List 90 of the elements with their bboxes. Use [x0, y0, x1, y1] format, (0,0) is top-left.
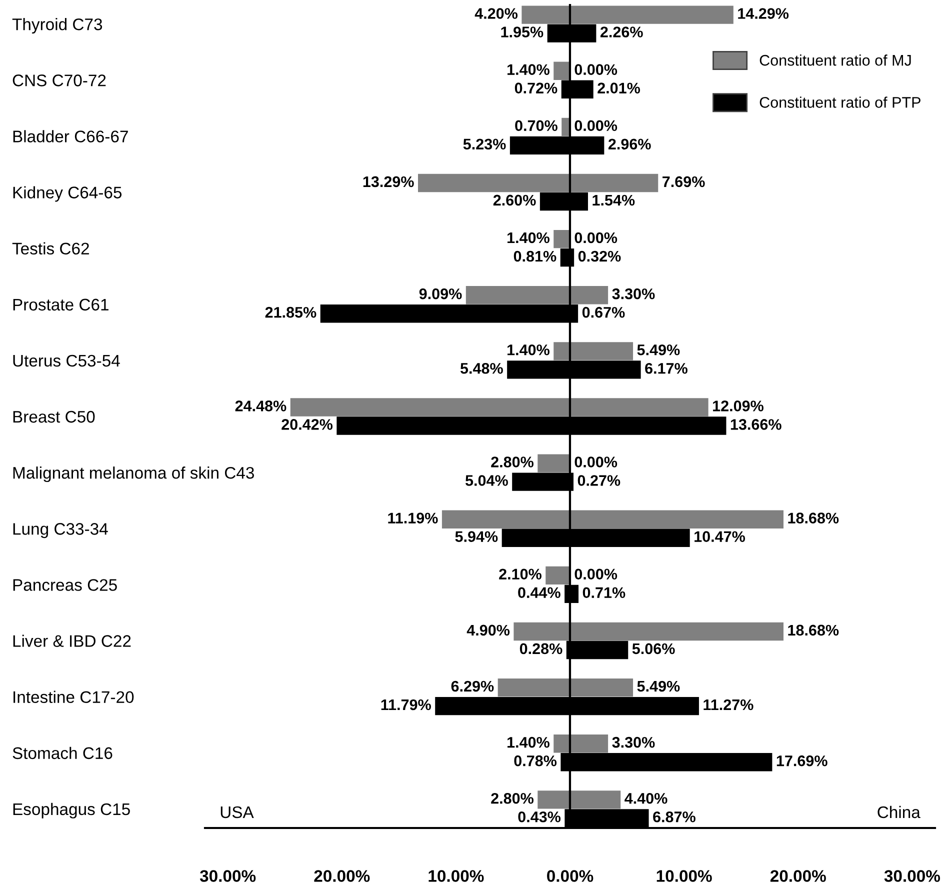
data-label: 0.67%	[582, 306, 625, 318]
y-tick-label: Liver & IBD C22	[13, 634, 131, 647]
y-tick-label: Kidney C64-65	[13, 186, 122, 202]
y-tick-label: Malignant melanoma of skin C43	[13, 466, 254, 482]
x-tick-label: 0.00%	[547, 870, 594, 882]
data-label: 13.66%	[730, 419, 782, 430]
data-label: 4.20%	[474, 8, 518, 19]
data-label: 5.04%	[466, 475, 508, 486]
legend-label: Constituent ratio of MJ	[760, 54, 911, 66]
data-label: 2.10%	[499, 568, 542, 580]
data-label: 0.00%	[574, 456, 618, 468]
y-tick-label: Testis C62	[12, 242, 89, 255]
data-label: 0.81%	[514, 250, 556, 262]
data-label: 10.47%	[694, 531, 746, 542]
bar	[538, 454, 570, 472]
data-label: 0.44%	[518, 587, 560, 598]
y-tick-label: Bladder C66-67	[13, 130, 128, 142]
data-label: 2.01%	[598, 82, 640, 94]
data-label: 0.27%	[578, 475, 620, 486]
data-label: 24.48%	[235, 400, 286, 412]
data-label: 21.85%	[265, 306, 316, 318]
data-label: 2.96%	[608, 138, 651, 150]
data-label: 0.00%	[574, 64, 618, 75]
data-label: 0.28%	[520, 643, 562, 654]
data-label: 5.48%	[460, 362, 503, 374]
data-label: 0.43%	[518, 811, 561, 822]
data-label: 14.29%	[738, 8, 789, 19]
data-label: 0.00%	[574, 232, 618, 244]
bar	[554, 230, 570, 248]
data-label: 9.09%	[419, 288, 462, 300]
data-label: 0.70%	[515, 120, 558, 132]
x-tick-label: 20.00%	[314, 870, 370, 882]
data-label: 6.87%	[653, 811, 696, 822]
y-tick-label: CNS C70-72	[12, 74, 106, 86]
data-label: 5.06%	[632, 643, 675, 654]
data-label: 5.49%	[637, 680, 680, 692]
annotation: USA	[220, 806, 254, 818]
y-tick-label: Pancreas C25	[13, 579, 117, 591]
data-label: 2.80%	[491, 456, 534, 468]
legend-label: Constituent ratio of PTP	[760, 96, 920, 108]
x-tick-label: 30.00%	[884, 870, 940, 882]
annotation: China	[878, 806, 920, 818]
data-label: 13.29%	[363, 176, 414, 188]
y-tick-label: Esophagus C15	[13, 802, 130, 818]
data-label: 4.40%	[624, 792, 668, 804]
y-tick-label: Prostate C61	[13, 298, 108, 311]
data-label: 4.90%	[466, 624, 510, 636]
y-tick-label: Uterus C53-54	[13, 354, 120, 367]
y-tick-label: Thyroid C73	[12, 18, 102, 34]
data-label: 3.30%	[612, 736, 655, 748]
data-label: 11.79%	[381, 699, 431, 710]
data-label: 7.69%	[662, 176, 705, 188]
data-label: 1.40%	[508, 64, 550, 75]
y-tick-label: Breast C50	[13, 410, 95, 423]
data-label: 5.49%	[637, 344, 680, 356]
data-label: 0.00%	[574, 120, 618, 132]
data-label: 2.80%	[491, 792, 534, 804]
data-label: 5.23%	[463, 138, 506, 150]
x-tick-label: 10.00%	[428, 870, 484, 882]
data-label: 0.72%	[514, 82, 558, 94]
data-label: 1.95%	[501, 26, 544, 38]
bar	[546, 566, 570, 585]
data-label: 5.94%	[455, 531, 498, 542]
data-label: 11.27%	[704, 699, 754, 710]
data-label: 1.40%	[508, 344, 550, 356]
data-label: 0.78%	[514, 755, 557, 766]
data-label: 0.32%	[578, 250, 621, 262]
x-tick-label: 20.00%	[770, 870, 826, 882]
data-label: 0.00%	[574, 568, 618, 580]
data-label: 2.26%	[600, 26, 643, 38]
bar	[554, 62, 570, 80]
data-label: 0.71%	[582, 587, 626, 598]
x-tick-label: 30.00%	[200, 870, 256, 882]
data-label: 18.68%	[788, 512, 839, 524]
data-label: 18.68%	[788, 624, 839, 636]
data-label: 12.09%	[713, 400, 764, 412]
data-label: 11.19%	[388, 512, 438, 524]
data-label: 17.69%	[776, 755, 828, 766]
data-label: 3.30%	[612, 288, 655, 300]
data-label: 20.42%	[282, 419, 333, 430]
data-label: 2.60%	[493, 194, 536, 206]
x-tick-label: 10.00%	[656, 870, 712, 882]
data-label: 1.40%	[508, 232, 550, 244]
y-tick-label: Intestine C17-20	[14, 690, 134, 704]
y-tick-label: Lung C33-34	[13, 523, 108, 538]
data-label: 6.29%	[451, 680, 494, 692]
data-label: 1.40%	[508, 736, 550, 748]
data-label: 6.17%	[645, 362, 688, 374]
data-label: 1.54%	[592, 194, 635, 206]
y-tick-label: Stomach C16	[12, 746, 112, 760]
